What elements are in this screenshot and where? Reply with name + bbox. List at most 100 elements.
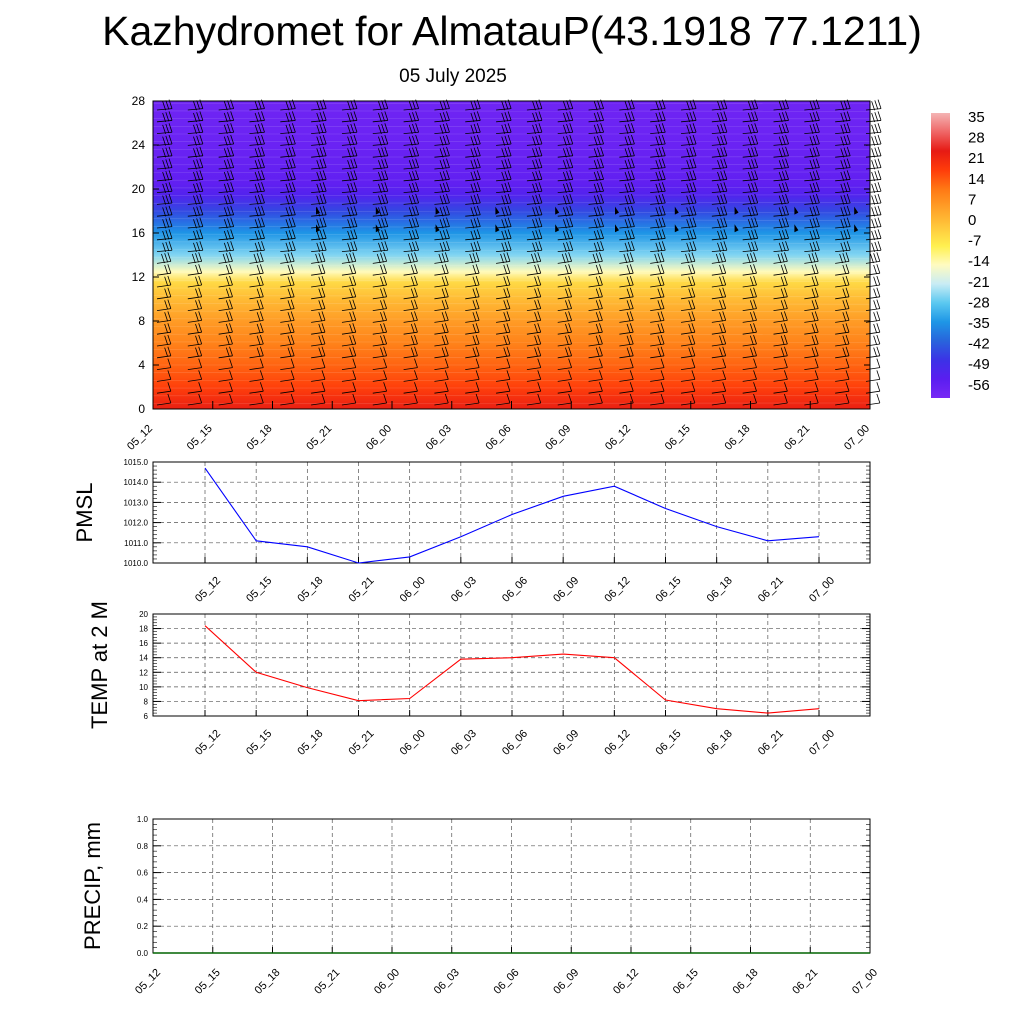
wind-barb [588,202,604,205]
wind-barb [688,264,693,275]
wind-barb [408,183,413,193]
wind-barb [259,323,264,333]
precip-xtick-label: 05_12 [133,967,163,997]
wind-barb [372,202,388,205]
wind-barb [865,202,882,205]
wind-barb [378,101,382,111]
wind-barb [291,111,296,121]
wind-barb [403,155,419,158]
wind-barb [349,335,353,345]
wind-barb [804,296,819,300]
wind-barb [538,158,543,168]
wind-barb [504,135,509,145]
wind-barb [812,135,817,145]
wind-barb [877,134,882,145]
wind-barb [434,167,450,170]
wind-barb [835,390,850,394]
wind-barb [249,379,264,382]
wind-barb [230,146,235,156]
wind-barb [809,195,814,205]
wind-barb [350,206,355,216]
wind-barb [372,249,388,252]
wind-barb [287,323,292,334]
wind-barb [414,311,418,321]
wind-barb [773,390,788,394]
wind-barb [562,171,567,182]
wind-barb [403,355,418,359]
precip-xtick-label: 06_12 [611,967,641,997]
wind-barb [507,241,512,251]
wind-barb [876,370,881,380]
wind-barb [341,367,356,370]
wind-barb [631,158,635,168]
wind-barb [465,402,480,406]
wind-barb [568,346,572,356]
wind-barb [842,276,847,286]
wind-barb [352,358,357,368]
wind-barb [658,241,663,252]
wind-barb [835,355,850,359]
wind-barb [439,112,444,123]
wind-barb [657,335,662,345]
wind-barb [372,284,387,288]
wind-barb [526,238,542,241]
wind-barb [597,135,601,145]
wind-barb [319,100,324,110]
wind-barb [874,147,879,157]
wind-barb [341,390,356,394]
wind-barb [537,299,542,309]
wind-barb [719,300,723,310]
wind-barb [773,120,789,123]
wind-barb [780,323,785,334]
wind-barb [187,143,203,146]
wind-barb [588,120,604,123]
wind-barb [164,253,169,263]
wind-barb [287,300,292,310]
precip-xtick-label: 06_03 [432,967,462,997]
wind-barb [444,323,449,333]
temp-ytick-label: 18 [139,625,148,634]
wind-barb [681,238,697,241]
wind-barb [249,272,264,276]
wind-barb [156,179,173,182]
wind-barb [285,171,290,182]
wind-barb [804,320,819,323]
wind-barb [773,167,789,170]
wind-barb [812,241,817,252]
wind-barb [599,252,603,262]
wind-barb [686,195,691,205]
wind-barb [225,288,230,298]
wind-barb [218,402,233,406]
wind-barb [840,219,845,229]
wind-barb [809,219,814,229]
wind-barb [538,193,543,204]
wind-barb [843,147,848,157]
wind-barb [537,393,542,404]
wind-barb [650,226,666,229]
wind-barb [535,206,540,216]
wind-barb [322,134,327,145]
wind-barb [557,272,572,276]
wind-barb [688,288,693,298]
wind-barb [753,382,757,392]
wind-barb [322,158,327,168]
wind-barb [196,159,201,169]
wind-barb [501,230,506,241]
wind-barb [381,206,385,216]
wind-barb [629,346,634,356]
wind-barb [503,312,508,322]
wind-barb [156,155,173,158]
wind-barb [347,242,351,252]
wind-barb [691,311,696,321]
wind-barb [650,167,666,170]
wind-barb [840,230,845,241]
wind-barb [871,136,876,146]
wind-barb [280,131,296,134]
wind-barb [711,155,727,158]
wind-barb [692,170,697,180]
wind-barb [321,382,326,392]
wind-barb [249,390,264,394]
section-field [153,101,870,409]
wind-barb [538,170,543,180]
wind-barb [229,323,233,333]
